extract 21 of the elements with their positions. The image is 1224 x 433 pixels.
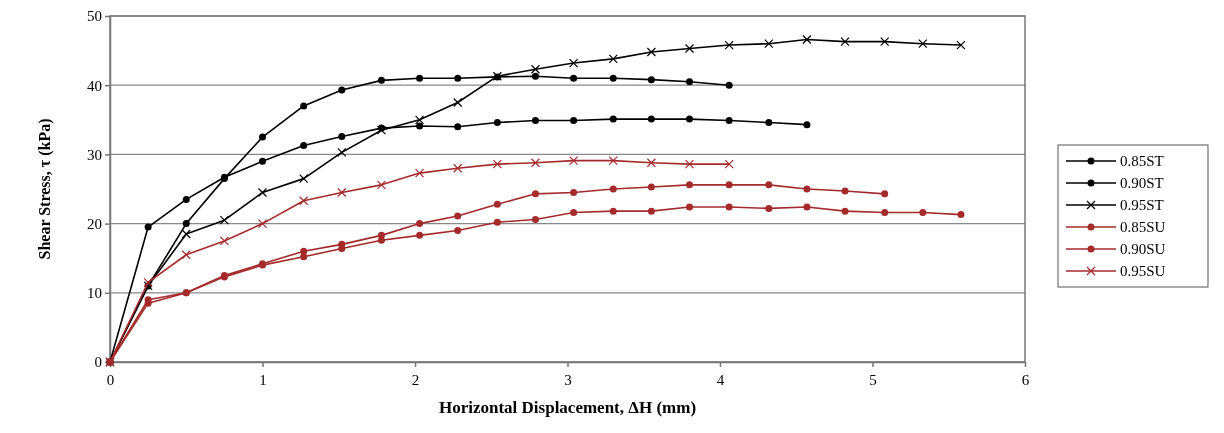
y-tick-label: 40 xyxy=(87,77,102,94)
legend-label: 0.85ST xyxy=(1120,153,1164,169)
legend-label: 0.90ST xyxy=(1120,175,1164,191)
x-tick-label: 2 xyxy=(411,372,420,388)
legend-label: 0.95ST xyxy=(1120,197,1164,213)
y-tick-label: 10 xyxy=(87,285,102,302)
y-tick-label: 50 xyxy=(87,8,102,25)
y-tick-label: 0 xyxy=(94,354,102,371)
x-tick-label: 4 xyxy=(716,372,725,388)
y-tick-label: 20 xyxy=(87,215,102,232)
x-tick-label: 5 xyxy=(869,372,877,388)
x-axis-title: Horizontal Displacement, ΔH (mm) xyxy=(438,398,697,417)
y-axis-title: Shear Stress, τ (kPa) xyxy=(36,118,54,260)
x-tick-label: 0 xyxy=(106,372,115,388)
x-tick-label: 1 xyxy=(259,372,267,388)
legend-label: 0.90SU xyxy=(1120,241,1166,257)
legend-label: 0.85SU xyxy=(1120,219,1166,235)
x-tick-label: 3 xyxy=(564,372,572,388)
legend-label: 0.95SU xyxy=(1120,263,1166,279)
y-tick-label: 30 xyxy=(87,146,102,163)
x-tick-label: 6 xyxy=(1021,372,1030,388)
